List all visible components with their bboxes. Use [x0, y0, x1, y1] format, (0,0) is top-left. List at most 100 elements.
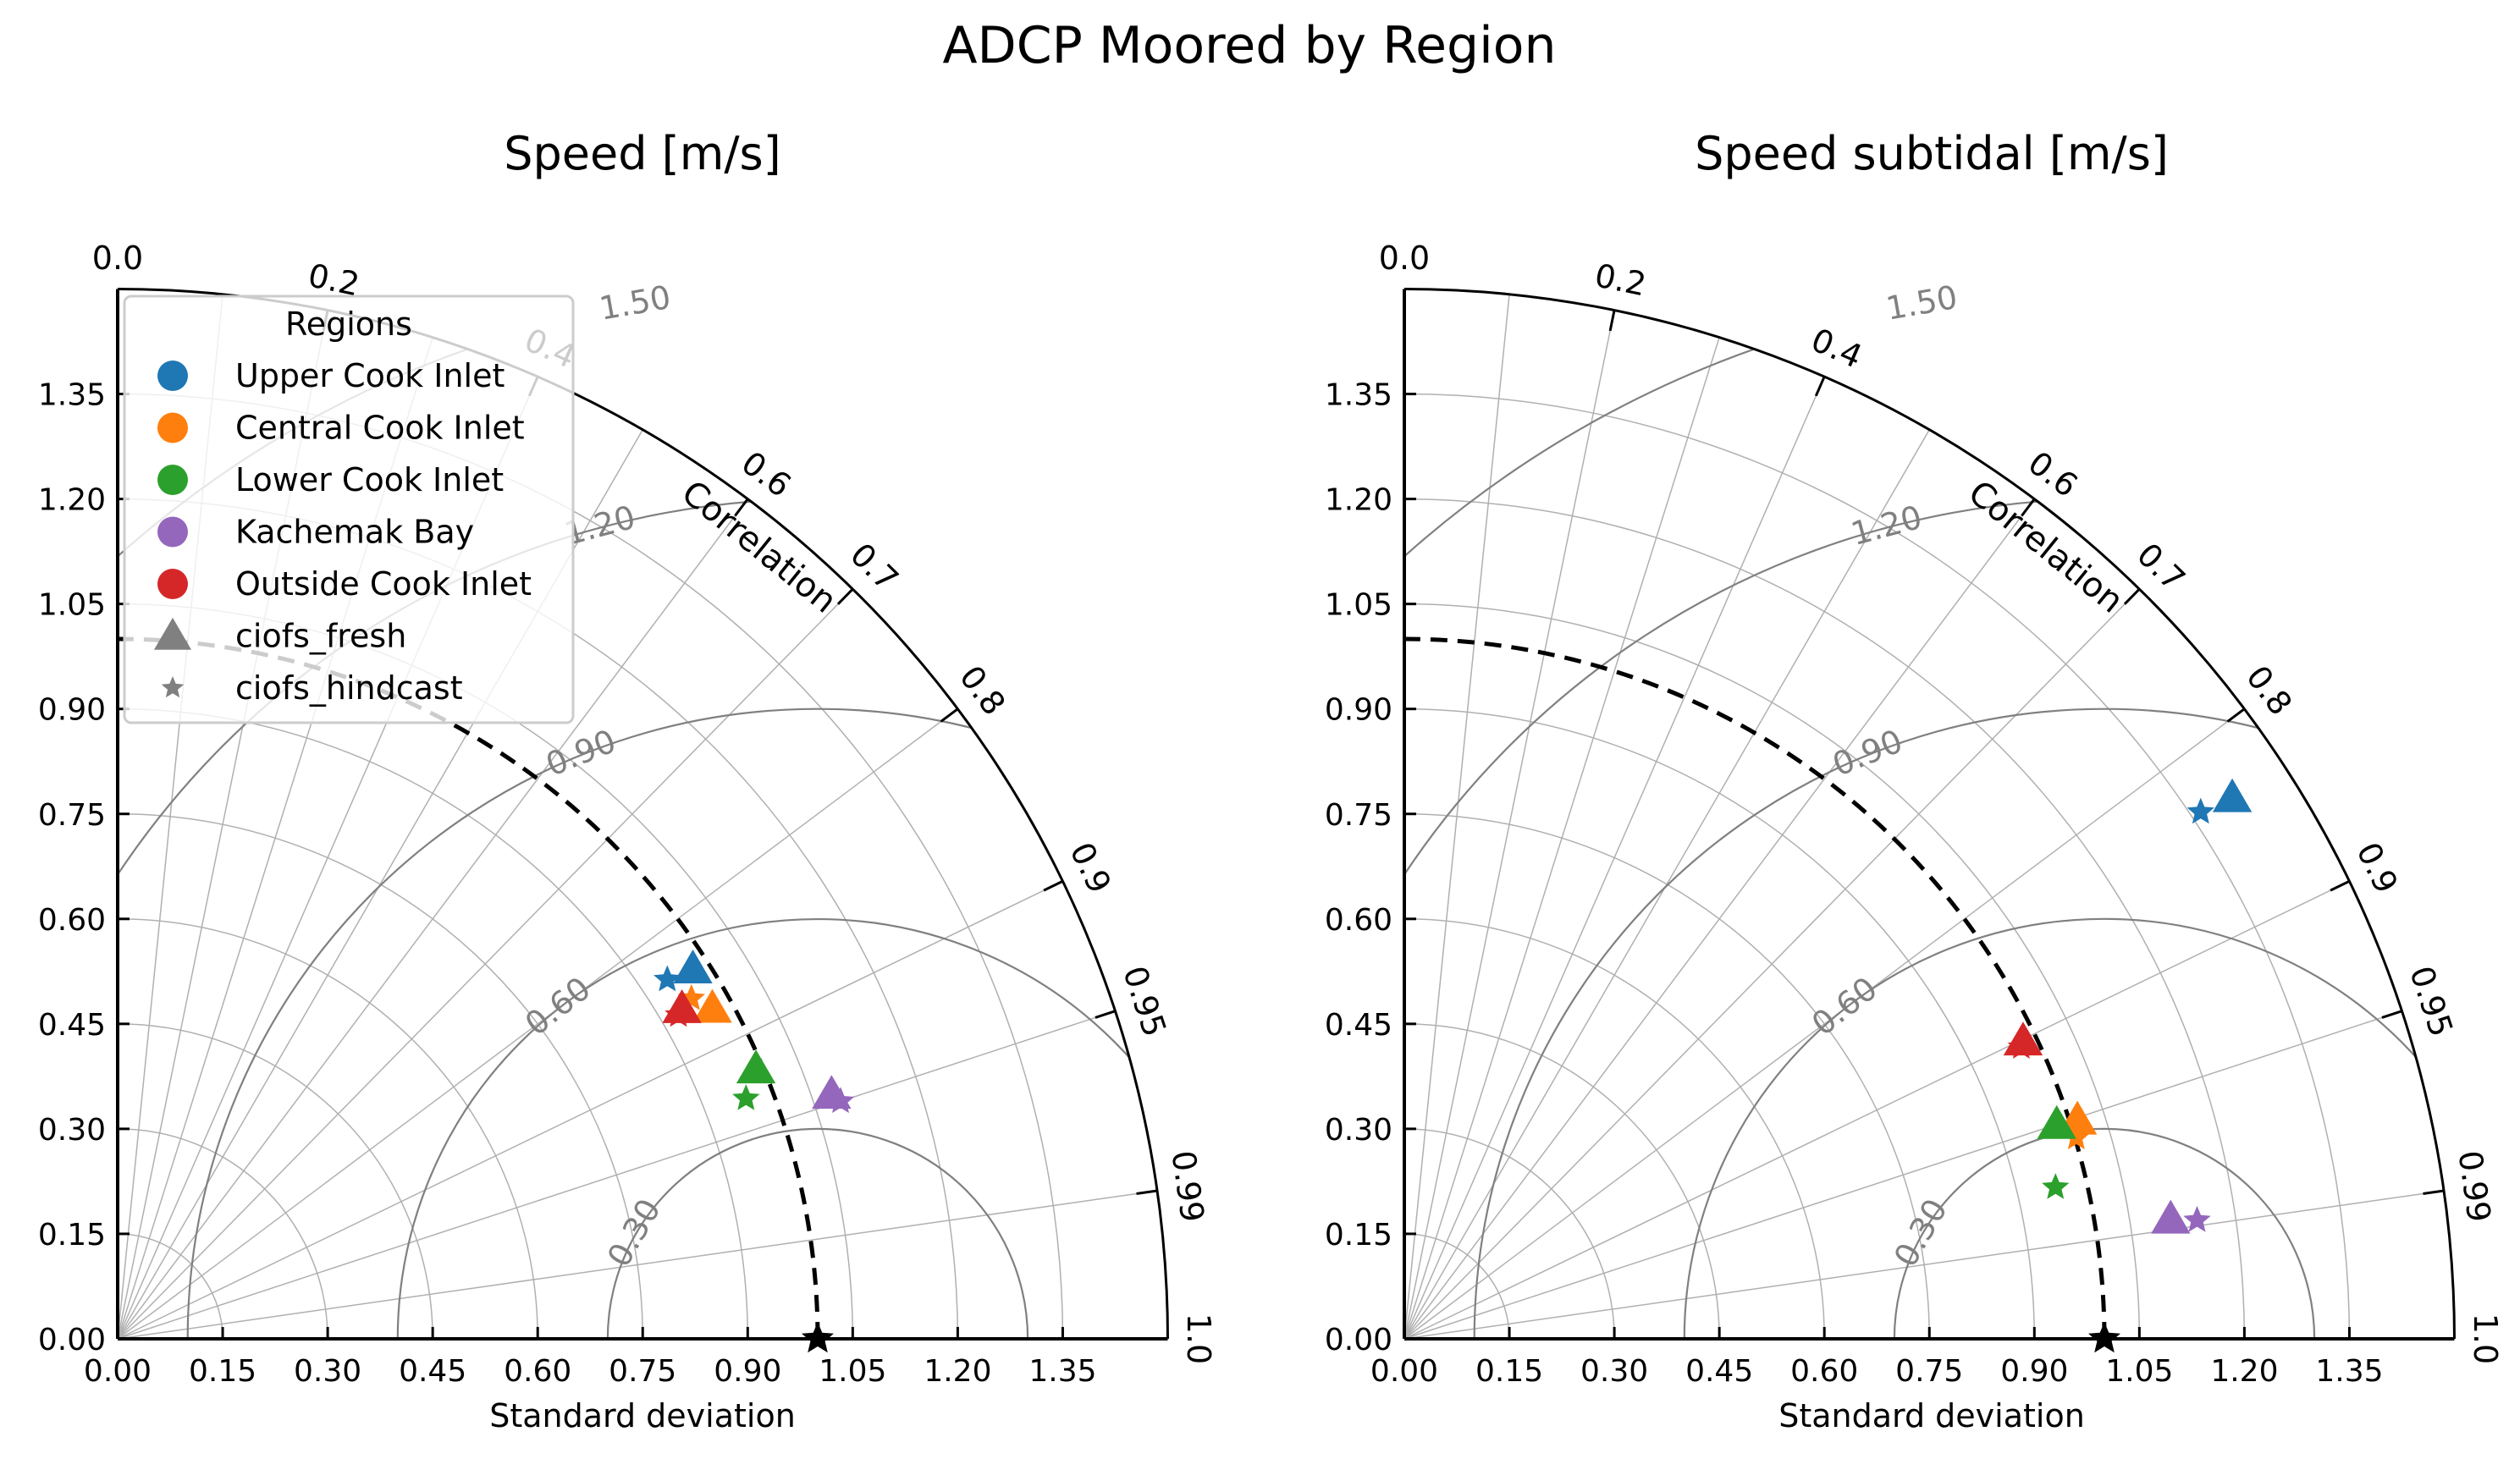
data-point-star	[653, 965, 681, 992]
reference-std-arc	[1403, 636, 2107, 1340]
y-tick-label: 0.60	[1325, 903, 1392, 938]
x-tick-label: 0.00	[1370, 1354, 1438, 1389]
x-tick-label: 0.60	[1790, 1354, 1858, 1389]
x-tick-label: 1.05	[2105, 1354, 2173, 1389]
std-grid-arc	[1403, 1128, 1615, 1340]
corr-tick	[734, 498, 749, 517]
x-tick-label: 1.20	[924, 1354, 991, 1389]
corr-tick-label: 0.0	[1379, 239, 1430, 277]
legend-label: Central Cook Inlet	[235, 410, 525, 447]
rms-contour-label: 0.90	[541, 722, 621, 783]
corr-tick	[1814, 376, 1826, 397]
corr-tick-label: 1.0	[2467, 1313, 2504, 1364]
data-point-star	[2183, 1205, 2211, 1232]
std-grid-arc	[1403, 1023, 1720, 1340]
corr-tick-label: 0.95	[2402, 961, 2460, 1041]
x-tick-label: 0.00	[84, 1354, 152, 1389]
data-point-star	[664, 1000, 692, 1027]
data-point-triangle	[2212, 778, 2253, 812]
data-point-star	[2042, 1173, 2070, 1199]
corr-grid-ray	[1403, 1010, 2402, 1340]
y-tick-label: 0.60	[38, 903, 106, 938]
corr-grid-ray	[117, 1010, 1116, 1340]
rms-contour	[606, 1127, 1029, 1339]
corr-tick-label: 0.95	[1116, 961, 1173, 1041]
corr-grid-ray	[117, 880, 1063, 1340]
data-point-triangle	[673, 950, 713, 983]
rms-contour-label: 0.30	[600, 1192, 668, 1273]
std-grid-arc	[1403, 498, 2246, 1340]
x-tick-label: 1.35	[2315, 1354, 2383, 1389]
legend-label: Outside Cook Inlet	[235, 565, 532, 603]
reference-point-star	[802, 1322, 834, 1353]
corr-tick-label: 0.0	[92, 239, 143, 277]
x-tick-label: 0.45	[1685, 1354, 1753, 1389]
legend-marker-circle	[157, 465, 188, 495]
x-tick-label: 1.20	[2210, 1354, 2278, 1389]
corr-tick-label: 0.9	[2349, 837, 2405, 900]
corr-grid-ray	[117, 708, 958, 1340]
std-grid-arc	[1403, 918, 1825, 1340]
rms-contour-label: 0.90	[1828, 722, 1908, 783]
corr-tick-label: 1.0	[1180, 1313, 1217, 1364]
plot-area: 0.30 0.60 0.90 1.20 1.50 0.000.00 0.15 0.15 0.30…	[1325, 239, 2504, 1389]
corr-tick-label: 0.2	[1591, 256, 1649, 303]
y-tick-label: 1.35	[1325, 378, 1392, 413]
std-grid-arc	[1403, 813, 1930, 1340]
x-tick-label: 0.75	[1895, 1354, 1963, 1389]
legend-label: Upper Cook Inlet	[235, 357, 505, 394]
data-point-star	[2062, 1123, 2090, 1150]
legend-label: ciofs_fresh	[235, 618, 406, 655]
correlation-axis	[1403, 288, 2456, 1340]
corr-tick	[2330, 879, 2351, 892]
corr-grid-ray	[1403, 337, 1720, 1340]
std-grid-arc	[1403, 603, 2141, 1340]
y-tick-label: 0.75	[1325, 798, 1392, 833]
corr-tick-label: 0.99	[1164, 1148, 1210, 1225]
rms-contour-label: 0.30	[1887, 1192, 1955, 1273]
correlation-axis-label: Correlation	[1960, 473, 2130, 621]
y-tick-label: 0.15	[38, 1218, 106, 1253]
corr-tick	[2423, 1189, 2445, 1195]
panel-title: Speed subtidal [m/s]	[1695, 127, 2169, 180]
corr-grid-ray	[1403, 498, 2035, 1340]
rms-contour	[186, 707, 1168, 1339]
corr-grid-ray	[117, 1190, 1158, 1340]
x-axis-label: Standard deviation	[489, 1397, 796, 1434]
legend-marker-circle	[157, 569, 188, 599]
corr-tick-label: 0.9	[1062, 837, 1118, 900]
legend-label: Kachemak Bay	[235, 514, 474, 551]
corr-grid-ray	[1403, 376, 1825, 1340]
y-tick-label: 0.90	[38, 693, 106, 728]
data-point-triangle	[692, 988, 732, 1023]
legend-marker-circle	[157, 516, 188, 548]
y-tick-label: 1.20	[1325, 483, 1392, 518]
rms-contour	[1404, 289, 2455, 1339]
y-tick-label: 0.45	[1325, 1008, 1392, 1043]
legend-marker-triangle	[153, 617, 192, 650]
corr-tick	[1608, 310, 1616, 332]
corr-tick-label: 0.4	[1806, 321, 1867, 376]
legend-label: ciofs_hindcast	[235, 669, 463, 707]
corr-grid-ray	[1403, 880, 2350, 1340]
x-tick-label: 0.60	[504, 1354, 571, 1389]
std-grid-arc	[1403, 393, 2351, 1340]
x-tick-label: 1.35	[1028, 1354, 1096, 1389]
y-tick-label: 1.05	[1325, 588, 1392, 623]
data-point-star	[826, 1087, 855, 1114]
reference-point-star	[2088, 1322, 2120, 1353]
x-axis-label: Standard deviation	[1778, 1397, 2085, 1434]
x-tick-label: 0.30	[1580, 1354, 1648, 1389]
x-tick-label: 0.30	[294, 1354, 361, 1389]
y-tick-label: 0.15	[1325, 1218, 1392, 1253]
legend: Regions Upper Cook Inlet Central Cook Inl…	[123, 295, 575, 724]
corr-grid-ray	[1403, 310, 1615, 1340]
rms-contour	[1683, 917, 2455, 1339]
legend-marker-circle	[157, 412, 188, 443]
corr-tick	[2381, 1010, 2402, 1019]
data-point-triangle	[736, 1049, 776, 1084]
rms-contour	[1893, 1127, 2316, 1339]
data-point-triangle	[2151, 1199, 2191, 1234]
x-tick-label: 0.75	[609, 1354, 676, 1389]
std-grid-arc	[117, 813, 643, 1340]
